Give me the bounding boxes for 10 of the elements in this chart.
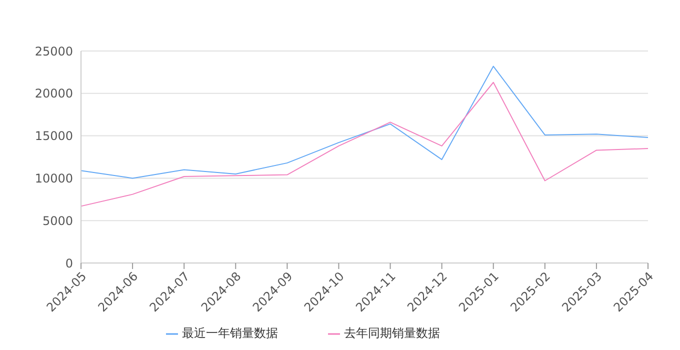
y-tick-label: 25000 — [34, 44, 73, 58]
legend-label: 最近一年销量数据 — [182, 326, 278, 340]
legend-label: 去年同期销量数据 — [344, 326, 440, 340]
line-series — [80, 66, 648, 179]
y-tick-label: 5000 — [42, 214, 73, 228]
y-tick-label: 15000 — [34, 129, 73, 144]
y-tick-label: 10000 — [34, 171, 73, 186]
line-series — [80, 82, 648, 207]
y-tick-label: 0 — [65, 256, 73, 270]
y-tick-label: 20000 — [34, 86, 73, 101]
